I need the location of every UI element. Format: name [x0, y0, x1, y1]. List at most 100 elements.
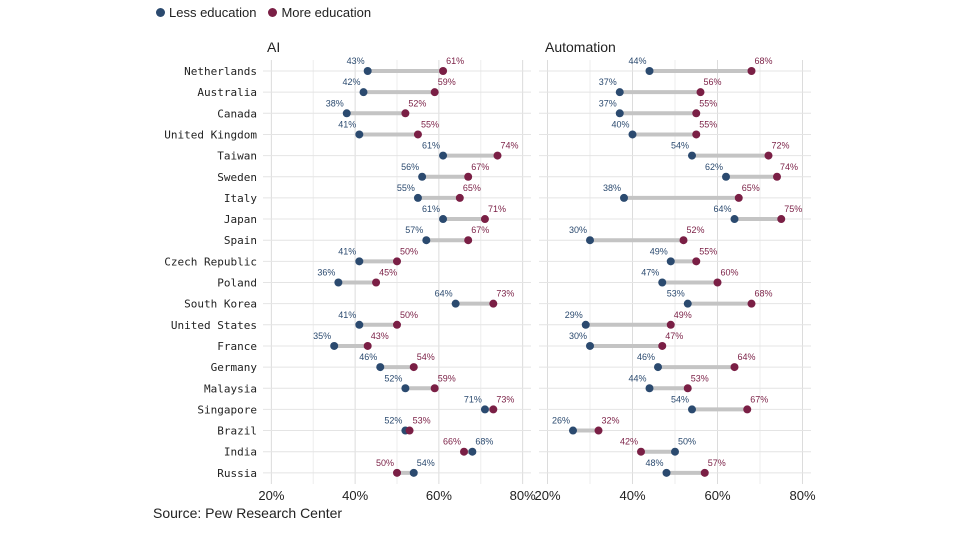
category-label: Canada [217, 107, 257, 120]
value-label-less: 26% [552, 416, 570, 426]
value-label-more: 52% [408, 98, 426, 108]
point-more [777, 215, 786, 224]
point-more [464, 236, 473, 245]
point-less [480, 405, 489, 414]
value-label-less: 46% [637, 352, 655, 362]
value-label-less: 38% [603, 183, 621, 193]
point-more [489, 299, 498, 308]
point-less [581, 320, 590, 329]
value-label-more: 75% [784, 204, 802, 214]
point-less [658, 278, 667, 287]
point-more [734, 193, 743, 202]
category-label: South Korea [184, 298, 257, 311]
x-tick-label: 20% [258, 488, 284, 503]
point-more [413, 130, 422, 139]
value-label-less: 57% [405, 225, 423, 235]
point-less [401, 384, 410, 393]
point-more [455, 193, 464, 202]
value-label-less: 46% [359, 352, 377, 362]
value-label-more: 49% [674, 310, 692, 320]
value-label-less: 30% [569, 225, 587, 235]
value-label-more: 55% [421, 119, 439, 129]
point-more [405, 426, 414, 435]
point-less [355, 257, 364, 266]
value-label-more: 72% [772, 141, 790, 151]
point-less [439, 151, 448, 160]
value-label-more: 32% [602, 416, 620, 426]
value-label-less: 56% [401, 162, 419, 172]
point-less [418, 172, 427, 181]
value-label-more: 59% [438, 77, 456, 87]
point-more [692, 130, 701, 139]
point-more [747, 67, 756, 75]
value-label-more: 50% [400, 310, 418, 320]
value-label-more: 74% [501, 141, 519, 151]
category-label: Malaysia [204, 382, 257, 395]
legend-label-more: More education [281, 5, 372, 20]
value-label-more: 60% [721, 268, 739, 278]
category-label: Italy [224, 192, 257, 205]
value-label-less: 37% [599, 77, 617, 87]
value-label-less: 37% [599, 98, 617, 108]
x-tick-label: 20% [534, 488, 560, 503]
point-more [464, 172, 473, 181]
point-less [628, 130, 637, 139]
value-label-less: 55% [397, 183, 415, 193]
value-label-less: 54% [417, 458, 435, 468]
point-more [700, 468, 709, 477]
point-less [359, 88, 368, 97]
value-label-more: 55% [699, 246, 717, 256]
source-note: Source: Pew Research Center [153, 505, 343, 521]
point-more [683, 384, 692, 393]
point-more [393, 320, 401, 329]
value-label-less: 42% [342, 77, 360, 87]
value-label-less: 36% [317, 268, 335, 278]
value-label-less: 61% [422, 204, 440, 214]
value-label-less: 54% [671, 141, 689, 151]
point-more [493, 151, 502, 160]
value-label-more: 43% [371, 331, 389, 341]
point-more [692, 109, 701, 118]
value-label-less: 52% [384, 373, 402, 383]
point-less [569, 426, 577, 435]
point-less [586, 236, 594, 245]
value-label-more: 55% [699, 98, 717, 108]
category-label: Czech Republic [164, 255, 257, 268]
point-more [658, 341, 667, 350]
point-more [730, 363, 739, 372]
point-less [376, 363, 385, 372]
point-more [696, 88, 705, 97]
value-label-less: 29% [565, 310, 583, 320]
point-less [722, 172, 730, 181]
point-more [460, 447, 468, 456]
point-less [413, 193, 422, 202]
value-label-more: 57% [708, 458, 726, 468]
value-label-less: 50% [678, 437, 696, 447]
facet-title: Automation [545, 39, 616, 55]
value-label-more: 71% [488, 204, 506, 214]
point-more [401, 109, 410, 118]
value-label-more: 67% [471, 162, 489, 172]
point-less [688, 151, 696, 160]
value-label-more: 55% [699, 119, 717, 129]
point-less [468, 447, 477, 456]
legend-item-more: More education [268, 5, 371, 20]
point-less [439, 215, 448, 224]
value-label-less: 30% [569, 331, 587, 341]
value-label-less: 44% [628, 373, 646, 383]
point-less [330, 341, 339, 350]
value-label-less: 52% [384, 416, 402, 426]
point-more [679, 236, 688, 245]
x-tick-label: 60% [426, 488, 452, 503]
value-label-less: 43% [347, 56, 365, 66]
point-more [393, 257, 401, 266]
value-label-more: 45% [379, 268, 397, 278]
point-less [683, 299, 692, 308]
legend-label-less: Less education [169, 5, 257, 20]
value-label-less: 64% [435, 289, 453, 299]
point-less [662, 468, 671, 477]
point-more [747, 299, 756, 308]
point-more [393, 468, 401, 477]
point-less [645, 67, 654, 75]
